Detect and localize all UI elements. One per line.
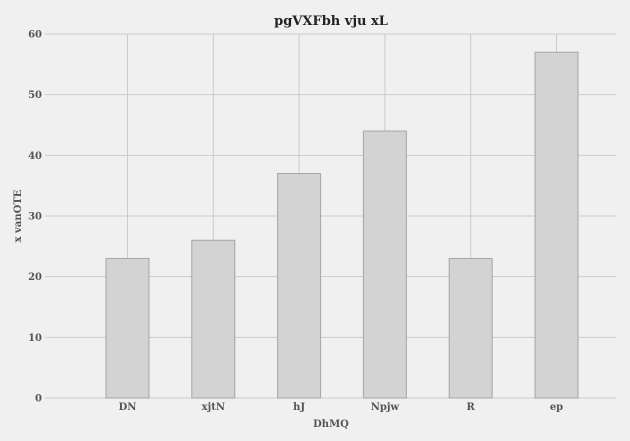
bar: [105, 257, 150, 399]
bar: [191, 239, 236, 399]
x-tick-label: DN: [119, 402, 137, 413]
x-tick-label: Npjw: [371, 402, 400, 413]
x-axis-label: DhMQ: [313, 419, 349, 430]
bar: [534, 51, 579, 399]
x-tick-label: ep: [550, 402, 563, 413]
y-tick-label: 0: [35, 394, 42, 405]
y-tick-label: 40: [28, 151, 42, 162]
y-tick-label: 60: [28, 30, 42, 41]
y-tick-label: 10: [28, 333, 42, 344]
chart-title: pgVXFbh vju xL: [274, 14, 388, 29]
x-tick-label: R: [467, 402, 476, 413]
bar: [362, 130, 407, 399]
bar: [277, 173, 322, 399]
y-tick-label: 30: [28, 212, 42, 223]
bar: [448, 257, 493, 399]
y-tick-label: 20: [28, 272, 42, 283]
x-tick-label: hJ: [293, 402, 305, 413]
y-tick-labels: 0 10 20 30 40 50 60: [28, 30, 42, 405]
x-tick-label: xjtN: [202, 402, 225, 413]
y-axis-label: x vanOTE: [13, 189, 24, 242]
bars: [105, 51, 579, 399]
y-tick-label: 50: [28, 90, 42, 101]
